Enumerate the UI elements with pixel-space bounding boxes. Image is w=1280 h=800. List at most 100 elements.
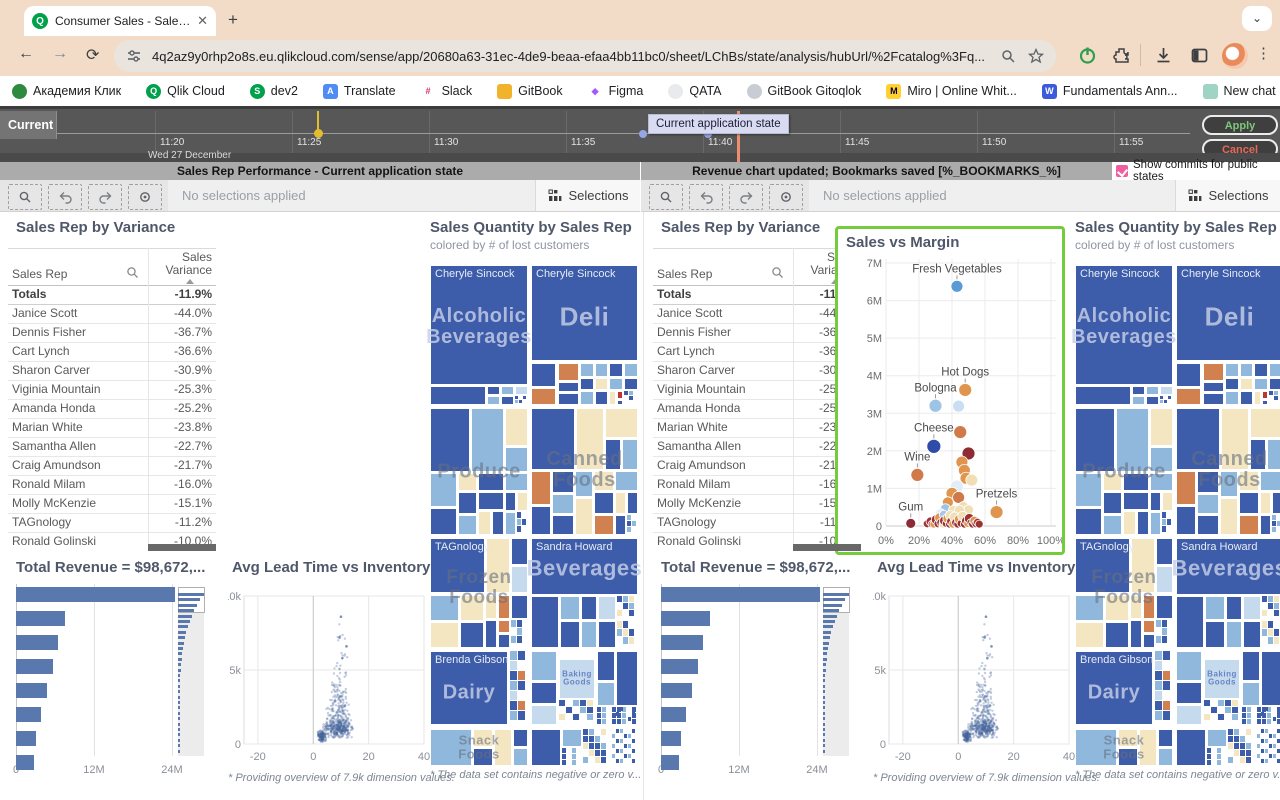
show-commits-checkbox[interactable]: Show commits for public states: [1112, 159, 1280, 183]
sales-vs-margin-plot[interactable]: 0 1M 2M 3M 4M 5M 6M 7M 0% 20% 40% 60% 80% 100% Fresh V…: [838, 229, 1066, 552]
profile-avatar[interactable]: [1222, 43, 1248, 69]
treemap-group-deli[interactable]: Cheryle Sincock Deli: [1176, 265, 1280, 405]
selections-toggle[interactable]: Selections: [535, 180, 640, 211]
revenue-bar[interactable]: [16, 683, 47, 698]
commit-marker-blue[interactable]: [639, 130, 647, 138]
table-row[interactable]: Marian White-23.8%: [653, 419, 861, 438]
revenue-bar[interactable]: [661, 683, 692, 698]
table-row[interactable]: Viginia Mountain-25.3%: [653, 381, 861, 400]
sales-quantity-treemap[interactable]: Cheryle Sincock Alcoholic Beverages Cheryl…: [1071, 265, 1280, 766]
treemap-group-dairy[interactable]: Brenda Gibson Dairy: [430, 651, 528, 726]
commit-marker-yellow[interactable]: [314, 129, 323, 138]
cancel-button[interactable]: Cancel: [1202, 139, 1278, 159]
table-row[interactable]: Molly McKenzie-15.1%: [8, 495, 216, 514]
table-row[interactable]: Craig Amundson-21.7%: [653, 457, 861, 476]
revenue-bar[interactable]: [661, 731, 681, 746]
url-text[interactable]: 4q2az9y0rhp2o8s.eu.qlikcloud.com/sense/a…: [152, 48, 986, 64]
table-row[interactable]: Craig Amundson-21.7%: [8, 457, 216, 476]
treemap-group-baking-goods[interactable]: Baking Goods: [1176, 651, 1280, 726]
checkbox-checked-icon[interactable]: [1116, 165, 1128, 177]
table-header[interactable]: Sales Rep Sales Variance: [8, 248, 216, 286]
selections-toggle[interactable]: Selections: [1175, 180, 1280, 211]
sales-rep-variance-table[interactable]: Sales Rep Sales Variance Totals-11.9%Janic…: [8, 248, 216, 551]
side-panel-icon[interactable]: [1190, 46, 1209, 65]
smart-search-button[interactable]: [649, 184, 683, 210]
power-extension-icon[interactable]: [1078, 46, 1097, 65]
table-row[interactable]: Sharon Carver-30.9%: [8, 362, 216, 381]
treemap-group-beverages[interactable]: Sandra Howard Beverages: [527, 538, 642, 648]
table-row[interactable]: Amanda Honda-25.2%: [653, 400, 861, 419]
sales-vs-margin-chart[interactable]: 0 1M 2M 3M 4M 5M 6M 7M 0% 20% 40% 60% 80% 100% Fresh V…: [835, 226, 1065, 555]
table-row[interactable]: Dennis Fisher-36.7%: [8, 324, 216, 343]
lead-time-scatter[interactable]: 0 5k 10k -20 0 20 40: [868, 584, 1075, 786]
table-row[interactable]: Janice Scott-44.0%: [8, 305, 216, 324]
step-back-button[interactable]: [689, 184, 723, 210]
bookmark-item[interactable]: Академия Клик: [12, 83, 121, 99]
revenue-bar[interactable]: [16, 635, 58, 650]
treemap-group-produce[interactable]: Produce: [430, 408, 528, 535]
revenue-bar[interactable]: [661, 611, 710, 626]
back-button[interactable]: ←: [18, 45, 34, 62]
treemap-group-snack-foods[interactable]: Snack Foods: [1075, 729, 1173, 766]
download-icon[interactable]: [1154, 46, 1173, 65]
revenue-bar[interactable]: [661, 587, 820, 602]
sales-quantity-treemap[interactable]: Cheryle Sincock Alcoholic Beverages Cheryl…: [426, 265, 642, 766]
url-bar[interactable]: 4q2az9y0rhp2o8s.eu.qlikcloud.com/sense/a…: [114, 40, 1056, 72]
table-scrollbar[interactable]: [148, 544, 216, 551]
search-icon[interactable]: [1001, 49, 1016, 64]
menu-dots-icon[interactable]: ⋮: [1256, 45, 1271, 62]
treemap-group-alcoholic-beverages[interactable]: Cheryle Sincock Alcoholic Beverages: [426, 265, 531, 405]
bookmark-item[interactable]: W Fundamentals Ann...: [1041, 83, 1178, 99]
bar-minimap-scrollbar[interactable]: [823, 587, 850, 756]
revenue-bar[interactable]: [661, 635, 703, 650]
site-settings-icon[interactable]: [126, 48, 142, 64]
bookmark-item[interactable]: New chat: [1202, 83, 1276, 99]
table-row[interactable]: Amanda Honda-25.2%: [8, 400, 216, 419]
bookmark-item[interactable]: GitBook: [497, 83, 563, 99]
table-row[interactable]: Ronald Milam-16.0%: [653, 476, 861, 495]
tab-chevron-button[interactable]: ⌄: [1242, 6, 1272, 31]
clear-selections-button[interactable]: [769, 184, 803, 210]
bookmark-item[interactable]: GitBook Gitoqlok: [746, 83, 861, 99]
table-row[interactable]: Sharon Carver-30.9%: [653, 362, 861, 381]
revenue-bar[interactable]: [661, 755, 679, 770]
bookmark-item[interactable]: M Miro | Online Whit...: [886, 83, 1017, 99]
treemap-group-snack-foods[interactable]: Snack Foods: [430, 729, 528, 766]
revenue-bar[interactable]: [16, 731, 36, 746]
bar-minimap-scrollbar[interactable]: [178, 587, 205, 756]
bookmark-star-icon[interactable]: [1028, 48, 1044, 64]
bookmark-item[interactable]: ◆ Figma: [588, 84, 644, 99]
step-back-button[interactable]: [48, 184, 82, 210]
treemap-group-alcoholic-beverages[interactable]: Cheryle Sincock Alcoholic Beverages: [1071, 265, 1176, 405]
table-row[interactable]: Molly McKenzie-15.1%: [653, 495, 861, 514]
step-forward-button[interactable]: [88, 184, 122, 210]
revenue-bar[interactable]: [16, 587, 175, 602]
treemap-group-canned-foods[interactable]: Canned Foods: [1176, 408, 1280, 535]
table-row[interactable]: Dennis Fisher-36.7%: [653, 324, 861, 343]
commit-timeline[interactable]: 11:20 11:25 11:30 11:35 11:40 11:45 11:50 11:55…: [0, 106, 1280, 162]
table-row[interactable]: Marian White-23.8%: [8, 419, 216, 438]
treemap-group-canned-foods[interactable]: Canned Foods: [531, 408, 638, 535]
table-row[interactable]: Janice Scott-44.0%: [653, 305, 861, 324]
table-row[interactable]: Cart Lynch-36.6%: [653, 343, 861, 362]
bookmark-item[interactable]: Q Qlik Cloud: [146, 83, 225, 99]
revenue-bar[interactable]: [16, 659, 53, 674]
table-row[interactable]: TAGnology-11.2%: [8, 514, 216, 533]
table-row[interactable]: TAGnology-11.2%: [653, 514, 861, 533]
treemap-group-bottom-right-mosaic[interactable]: [1176, 729, 1280, 766]
column-search-icon[interactable]: [771, 266, 784, 279]
treemap-group-frozen-foods[interactable]: TAGnology Frozen Foods: [430, 538, 528, 648]
table-row[interactable]: Samantha Allen-22.7%: [8, 438, 216, 457]
total-revenue-bar-chart[interactable]: 0 12M 24M: [645, 584, 865, 800]
lead-time-scatter[interactable]: 0 5k 10k -20 0 20 40: [223, 584, 430, 786]
table-row[interactable]: Cart Lynch-36.6%: [8, 343, 216, 362]
clear-selections-button[interactable]: [128, 184, 162, 210]
forward-button[interactable]: →: [52, 45, 68, 62]
column-search-icon[interactable]: [126, 266, 139, 279]
bookmark-item[interactable]: A Translate: [322, 83, 396, 99]
apply-commit-button[interactable]: Apply Commit: [1202, 115, 1278, 151]
treemap-group-bottom-right-mosaic[interactable]: [531, 729, 638, 766]
revenue-bar[interactable]: [16, 611, 65, 626]
treemap-group-baking-goods[interactable]: Baking Goods: [531, 651, 638, 726]
